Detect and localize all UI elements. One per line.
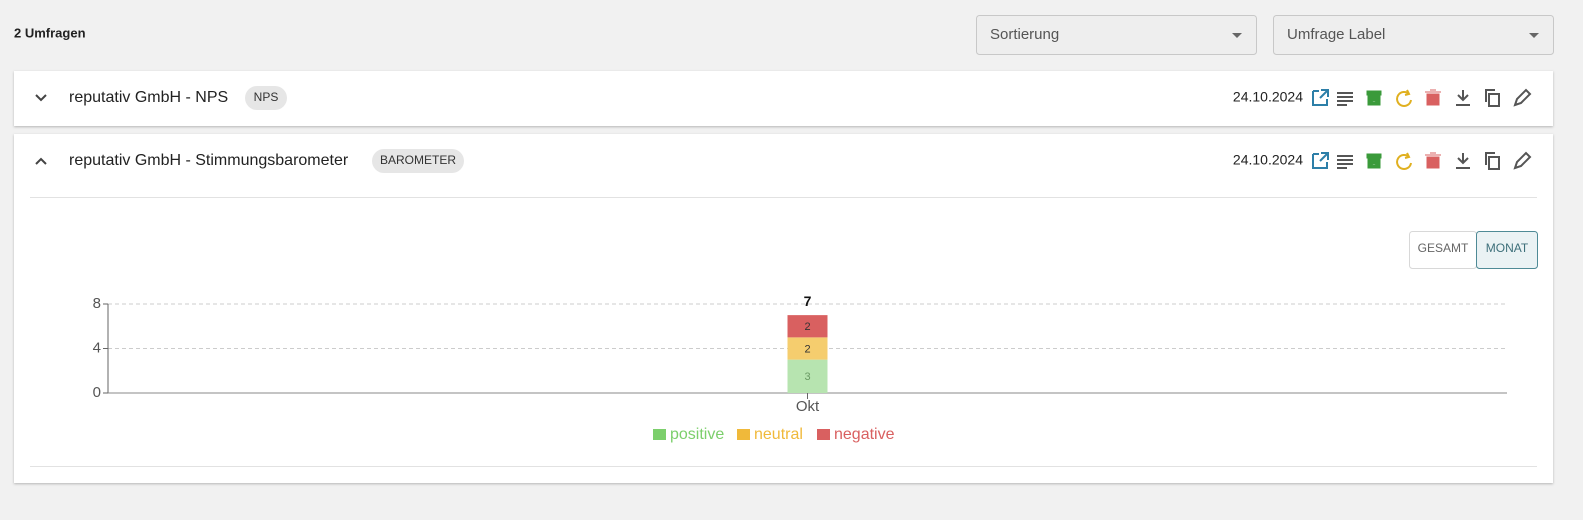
- survey-count: 2 Umfragen: [14, 25, 86, 40]
- legend-item[interactable]: positive: [653, 426, 724, 443]
- collapse-toggle[interactable]: [35, 157, 47, 165]
- reset-icon[interactable]: [1396, 152, 1412, 170]
- tag-label: NPS: [254, 90, 279, 104]
- delete-icon[interactable]: [1425, 152, 1441, 169]
- bar-segment: [787, 337, 828, 360]
- copy-icon[interactable]: [1485, 89, 1500, 107]
- details-icon[interactable]: [1337, 92, 1353, 106]
- edit-icon[interactable]: [1513, 151, 1532, 170]
- details-icon[interactable]: [1337, 155, 1353, 169]
- segment-label: 2: [804, 321, 810, 333]
- segment-label: 2: [804, 343, 810, 355]
- filter-select[interactable]: Sortierung: [976, 15, 1257, 55]
- survey-title[interactable]: reputativ GmbH - Stimmungsbarometer: [69, 152, 349, 169]
- survey-date: 24.10.2024: [1233, 89, 1303, 105]
- legend-label: positive: [670, 426, 724, 443]
- toggle-label: GESAMT: [1418, 241, 1469, 255]
- delete-icon[interactable]: [1425, 89, 1441, 106]
- survey-card: [14, 71, 1553, 126]
- legend-label: negative: [834, 426, 895, 443]
- toggle-button[interactable]: [1476, 231, 1538, 269]
- survey-date: 24.10.2024: [1233, 152, 1303, 168]
- legend-label: neutral: [754, 426, 803, 443]
- download-icon[interactable]: [1456, 153, 1470, 169]
- survey-title[interactable]: reputativ GmbH - NPS: [69, 89, 228, 106]
- toggle-label: MONAT: [1486, 241, 1529, 255]
- open-link-icon[interactable]: [1312, 89, 1329, 106]
- archive-icon[interactable]: [1366, 153, 1382, 169]
- legend-swatch: [817, 429, 830, 440]
- legend-item[interactable]: negative: [817, 426, 895, 443]
- tag-label: BAROMETER: [380, 153, 456, 167]
- survey-card: [14, 134, 1553, 483]
- x-tick-label: Okt: [796, 398, 820, 415]
- copy-icon[interactable]: [1485, 152, 1500, 170]
- filter-select[interactable]: Umfrage Label: [1273, 15, 1554, 55]
- bar-segment: [787, 315, 828, 338]
- download-icon[interactable]: [1456, 90, 1470, 106]
- tag-chip: [372, 149, 464, 173]
- reset-icon[interactable]: [1396, 89, 1412, 107]
- expand-toggle[interactable]: [35, 94, 47, 102]
- legend-item[interactable]: neutral: [737, 426, 803, 443]
- archive-icon[interactable]: [1366, 90, 1382, 106]
- select-label: Umfrage Label: [1287, 26, 1385, 43]
- legend-swatch: [737, 429, 750, 440]
- segment-label: 3: [804, 371, 810, 383]
- y-tick-label: 0: [93, 384, 101, 401]
- bar-segment: [787, 359, 828, 393]
- edit-icon[interactable]: [1513, 88, 1532, 107]
- open-link-icon[interactable]: [1312, 152, 1329, 169]
- legend-swatch: [653, 429, 666, 440]
- tag-chip: [245, 86, 287, 110]
- y-tick-label: 8: [93, 295, 101, 312]
- total-label: 7: [804, 293, 812, 309]
- y-tick-label: 4: [93, 339, 101, 356]
- select-label: Sortierung: [990, 26, 1059, 43]
